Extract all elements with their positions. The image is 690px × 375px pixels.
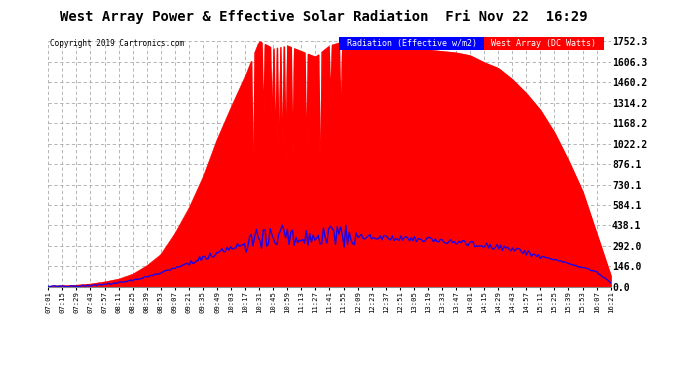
Text: West Array (DC Watts): West Array (DC Watts)	[486, 39, 602, 48]
Text: Copyright 2019 Cartronics.com: Copyright 2019 Cartronics.com	[50, 39, 184, 48]
Text: Radiation (Effective w/m2): Radiation (Effective w/m2)	[342, 39, 482, 48]
Text: West Array Power & Effective Solar Radiation  Fri Nov 22  16:29: West Array Power & Effective Solar Radia…	[61, 9, 588, 24]
